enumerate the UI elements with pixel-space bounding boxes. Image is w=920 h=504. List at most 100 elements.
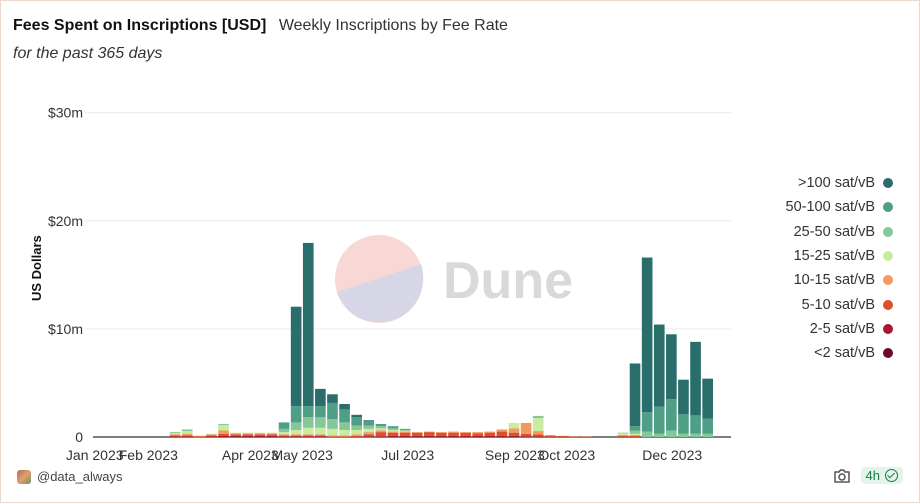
bar-segment[interactable] — [653, 433, 665, 437]
bar-segment[interactable] — [169, 434, 181, 436]
legend-item[interactable]: >100 sat/vB — [786, 171, 893, 195]
bar-segment[interactable] — [351, 434, 362, 436]
bar-segment[interactable] — [194, 435, 205, 437]
bar-segment[interactable] — [206, 433, 217, 435]
bar-segment[interactable] — [423, 432, 435, 436]
bar-segment[interactable] — [460, 435, 471, 437]
bar-segment[interactable] — [266, 434, 278, 436]
bar-segment[interactable] — [339, 429, 350, 436]
bar-segment[interactable] — [581, 436, 592, 438]
bar-segment[interactable] — [302, 436, 314, 438]
bar-segment[interactable] — [460, 432, 471, 436]
bar-segment[interactable] — [653, 324, 665, 407]
bar-segment[interactable] — [181, 435, 193, 437]
bar-segment[interactable] — [629, 426, 641, 431]
bar-segment[interactable] — [532, 434, 544, 437]
bar-segment[interactable] — [218, 433, 229, 436]
bar-segment[interactable] — [423, 435, 435, 437]
bar-segment[interactable] — [302, 427, 314, 435]
bar-segment[interactable] — [363, 420, 375, 422]
bar-segment[interactable] — [315, 388, 326, 407]
bar-segment[interactable] — [242, 435, 254, 437]
bar-segment[interactable] — [351, 435, 362, 437]
bar-segment[interactable] — [484, 431, 496, 433]
bar-segment[interactable] — [520, 433, 532, 437]
bar-segment[interactable] — [302, 416, 314, 428]
bar-segment[interactable] — [278, 422, 290, 429]
bar-segment[interactable] — [230, 434, 241, 436]
bar-segment[interactable] — [230, 435, 241, 437]
bar-segment[interactable] — [290, 406, 302, 423]
bar-segment[interactable] — [363, 425, 375, 429]
bar-segment[interactable] — [641, 431, 653, 437]
bar-segment[interactable] — [327, 436, 338, 438]
legend-item[interactable]: 25-50 sat/vB — [786, 220, 893, 244]
bar-segment[interactable] — [218, 435, 229, 437]
bar-segment[interactable] — [302, 435, 314, 437]
bar-segment[interactable] — [629, 433, 641, 435]
bar-segment[interactable] — [399, 432, 411, 436]
legend-item[interactable]: 10-15 sat/vB — [786, 268, 893, 292]
bar-segment[interactable] — [278, 436, 290, 438]
bar-segment[interactable] — [242, 433, 254, 435]
bar-segment[interactable] — [278, 428, 290, 433]
bar-segment[interactable] — [496, 429, 508, 432]
author-link[interactable]: @data_always — [17, 469, 122, 484]
bar-segment[interactable] — [508, 422, 520, 429]
bar-segment[interactable] — [339, 435, 350, 437]
bar-segment[interactable] — [363, 432, 375, 435]
bar-segment[interactable] — [508, 435, 520, 437]
bar-segment[interactable] — [448, 435, 459, 437]
bar-segment[interactable] — [569, 436, 580, 438]
bar-segment[interactable] — [472, 433, 484, 436]
bar-segment[interactable] — [169, 432, 181, 434]
bar-segment[interactable] — [387, 435, 399, 437]
bar-segment[interactable] — [508, 432, 520, 436]
bar-segment[interactable] — [411, 432, 423, 436]
bar-segment[interactable] — [496, 435, 508, 437]
bar-segment[interactable] — [411, 432, 423, 433]
bar-segment[interactable] — [278, 435, 290, 437]
bar-segment[interactable] — [242, 434, 254, 436]
bar-segment[interactable] — [169, 435, 181, 437]
bar-segment[interactable] — [678, 414, 689, 434]
bar-segment[interactable] — [290, 434, 302, 436]
bar-segment[interactable] — [520, 422, 532, 434]
bar-segment[interactable] — [169, 433, 181, 435]
bar-segment[interactable] — [460, 432, 471, 433]
bar-segment[interactable] — [520, 436, 532, 438]
bar-segment[interactable] — [653, 406, 665, 434]
bar-segment[interactable] — [266, 432, 278, 434]
bar-segment[interactable] — [327, 402, 338, 420]
bar-segment[interactable] — [363, 421, 375, 426]
bar-segment[interactable] — [351, 416, 362, 426]
bar-segment[interactable] — [678, 433, 689, 437]
bar-segment[interactable] — [387, 426, 399, 429]
bar-segment[interactable] — [278, 434, 290, 436]
bar-segment[interactable] — [266, 435, 278, 437]
bar-segment[interactable] — [411, 435, 423, 437]
bar-segment[interactable] — [375, 424, 387, 427]
bar-segment[interactable] — [327, 394, 338, 403]
bar-segment[interactable] — [629, 434, 641, 436]
bar-segment[interactable] — [702, 433, 713, 437]
bar-segment[interactable] — [327, 419, 338, 429]
bar-segment[interactable] — [194, 435, 205, 436]
bar-segment[interactable] — [206, 435, 217, 437]
bar-segment[interactable] — [617, 432, 629, 434]
bar-segment[interactable] — [436, 435, 447, 437]
legend-item[interactable]: <2 sat/vB — [786, 341, 893, 365]
bar-segment[interactable] — [290, 422, 302, 430]
bar-segment[interactable] — [678, 379, 689, 415]
bar-segment[interactable] — [339, 436, 350, 438]
legend-item[interactable]: 15-25 sat/vB — [786, 244, 893, 268]
bar-segment[interactable] — [363, 428, 375, 433]
bar-segment[interactable] — [351, 425, 362, 430]
bar-segment[interactable] — [690, 341, 701, 416]
bar-segment[interactable] — [181, 431, 193, 434]
bar-segment[interactable] — [666, 399, 677, 431]
bar-segment[interactable] — [496, 431, 508, 436]
bar-segment[interactable] — [315, 416, 326, 428]
bar-segment[interactable] — [339, 404, 350, 410]
bar-segment[interactable] — [315, 434, 326, 436]
